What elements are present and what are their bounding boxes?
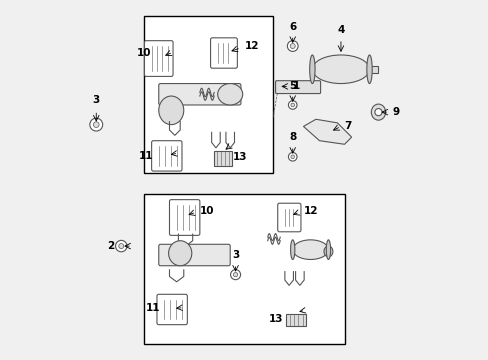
Ellipse shape: [217, 84, 242, 105]
Circle shape: [93, 122, 99, 127]
FancyBboxPatch shape: [277, 203, 300, 232]
Text: 13: 13: [233, 152, 247, 162]
Text: 8: 8: [288, 132, 296, 143]
Text: 10: 10: [137, 48, 151, 58]
Text: 11: 11: [139, 151, 153, 161]
Polygon shape: [303, 119, 351, 144]
Text: 7: 7: [344, 121, 351, 131]
FancyBboxPatch shape: [151, 141, 182, 171]
FancyBboxPatch shape: [144, 41, 173, 76]
Circle shape: [288, 101, 296, 109]
Text: 5: 5: [288, 81, 296, 91]
FancyBboxPatch shape: [159, 244, 230, 266]
Text: 13: 13: [269, 314, 283, 324]
Bar: [214, 152, 231, 166]
FancyBboxPatch shape: [159, 84, 241, 105]
FancyBboxPatch shape: [169, 200, 200, 235]
Text: 1: 1: [292, 81, 299, 91]
Ellipse shape: [324, 246, 332, 257]
Ellipse shape: [309, 55, 314, 84]
FancyBboxPatch shape: [157, 294, 187, 325]
Ellipse shape: [292, 240, 328, 260]
Text: 9: 9: [392, 107, 399, 117]
Text: 6: 6: [288, 22, 296, 32]
Bar: [144, 194, 344, 344]
Circle shape: [230, 270, 240, 280]
Text: 12: 12: [244, 41, 259, 51]
Bar: [144, 16, 272, 173]
FancyBboxPatch shape: [275, 81, 320, 94]
Text: 4: 4: [337, 25, 344, 35]
Text: 10: 10: [200, 206, 214, 216]
Circle shape: [374, 109, 381, 116]
Circle shape: [290, 155, 294, 158]
Circle shape: [290, 44, 295, 49]
Bar: [369, 66, 378, 73]
Ellipse shape: [312, 55, 369, 84]
Text: 12: 12: [303, 206, 317, 216]
Circle shape: [115, 240, 127, 252]
Text: 11: 11: [146, 302, 160, 312]
Circle shape: [290, 103, 294, 107]
Ellipse shape: [159, 96, 183, 125]
Ellipse shape: [290, 240, 294, 260]
Ellipse shape: [366, 55, 371, 84]
FancyBboxPatch shape: [210, 38, 237, 68]
Ellipse shape: [370, 104, 385, 120]
Circle shape: [90, 118, 102, 131]
Ellipse shape: [168, 241, 191, 266]
Text: 2: 2: [107, 241, 114, 251]
Text: 3: 3: [231, 250, 239, 260]
Bar: [285, 314, 305, 327]
Circle shape: [233, 273, 237, 277]
Text: 3: 3: [92, 95, 100, 105]
Circle shape: [288, 153, 296, 161]
Circle shape: [287, 41, 298, 51]
Circle shape: [119, 244, 123, 249]
Ellipse shape: [325, 240, 330, 260]
